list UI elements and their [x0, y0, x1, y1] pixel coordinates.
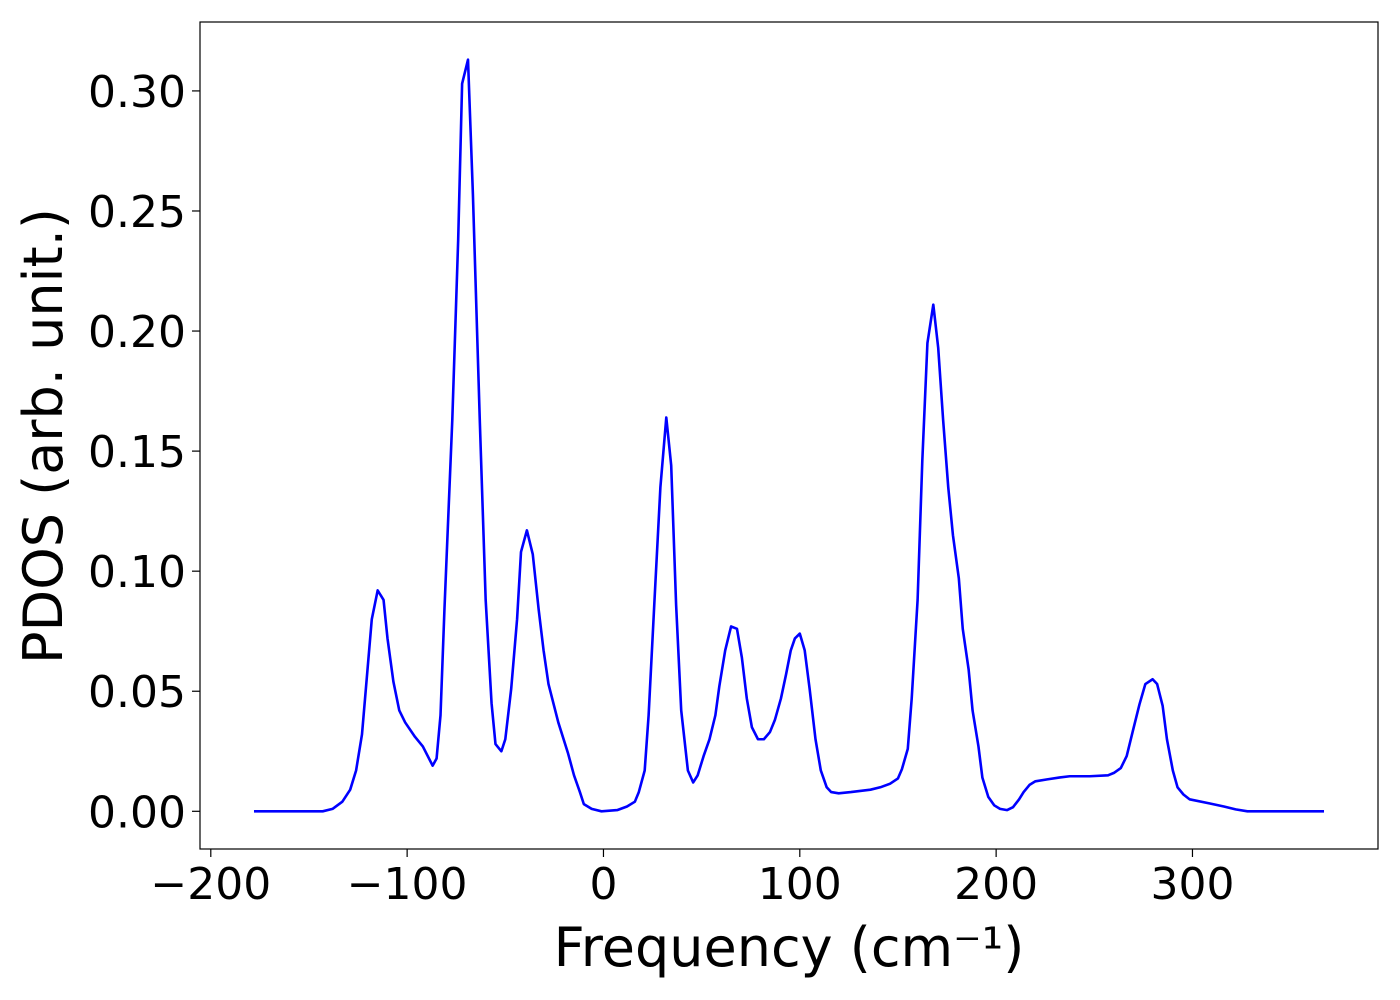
y-tick-label: 0.00	[88, 787, 186, 838]
y-tick-label: 0.25	[88, 187, 186, 238]
line-series	[253, 58, 1325, 813]
x-axis-label: Frequency (cm⁻¹)	[554, 916, 1025, 979]
plot-frame	[199, 21, 1379, 850]
x-tick-label: 100	[758, 859, 842, 910]
y-tick-label: 0.20	[88, 307, 186, 358]
y-tick-label: 0.30	[88, 67, 186, 118]
x-tick-label: −200	[150, 859, 271, 910]
y-tick-label: 0.05	[88, 667, 186, 718]
x-tick-label: 300	[1150, 859, 1234, 910]
y-axis-label: PDOS (arb. unit.)	[12, 208, 75, 664]
x-tick-label: 200	[954, 859, 1038, 910]
y-tick-label: 0.10	[88, 547, 186, 598]
y-tick-label: 0.15	[88, 427, 186, 478]
x-tick-label: 0	[589, 859, 617, 910]
x-tick-label: −100	[347, 859, 468, 910]
